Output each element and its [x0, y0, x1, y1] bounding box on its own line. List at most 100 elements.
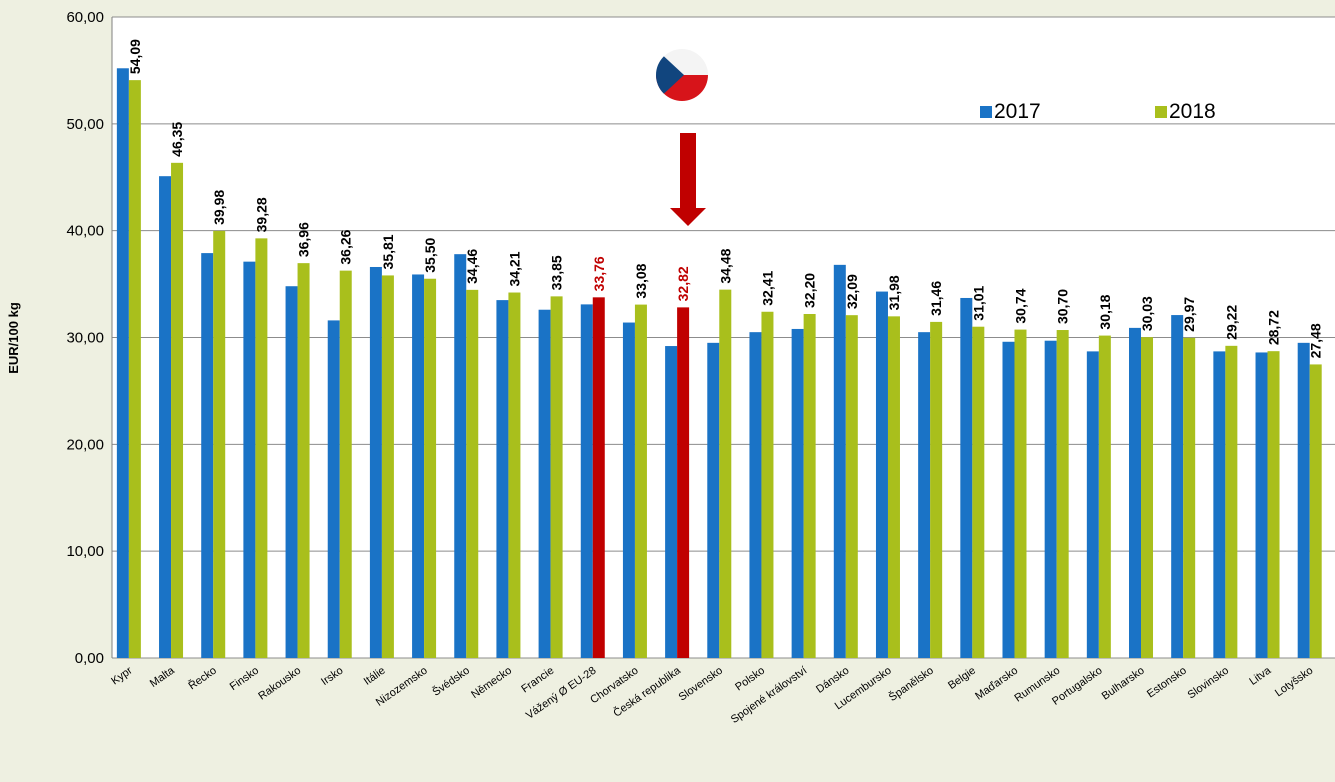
bar	[297, 263, 310, 658]
value-label: 36,96	[296, 222, 312, 257]
bar	[1129, 327, 1142, 658]
x-tick-label: Finsko	[228, 665, 261, 693]
y-tick-label: 0,00	[75, 650, 104, 667]
x-tick-label: Belgie	[946, 665, 978, 692]
bar	[128, 80, 141, 659]
value-label: 31,01	[970, 285, 986, 320]
arrow	[670, 133, 706, 226]
bar	[972, 326, 985, 658]
bar	[677, 307, 690, 658]
bar	[918, 332, 931, 658]
bar	[1171, 315, 1184, 658]
x-tick-label: Itálie	[362, 665, 388, 688]
value-label: 30,70	[1055, 289, 1071, 324]
x-tick-label: Švédsko	[430, 664, 472, 699]
y-axis-label: EUR/100 kg	[6, 302, 21, 374]
bar	[665, 346, 678, 658]
bar	[622, 322, 635, 658]
x-tick-label: Řecko	[186, 664, 219, 693]
bar	[171, 162, 184, 658]
bar	[1044, 340, 1057, 658]
y-tick-label: 40,00	[66, 223, 104, 240]
bar	[339, 270, 352, 658]
legend-swatch	[980, 106, 992, 118]
bar	[833, 264, 846, 658]
bar	[412, 274, 425, 658]
bar	[707, 342, 720, 658]
bar	[255, 238, 268, 658]
bar	[749, 332, 762, 658]
y-tick-label: 10,00	[66, 543, 104, 560]
x-tick-label: Španělsko	[886, 664, 936, 704]
value-label: 30,03	[1139, 296, 1155, 331]
value-label: 32,09	[844, 274, 860, 309]
x-tick-label: Spojené království	[729, 665, 810, 726]
bar	[1141, 337, 1154, 658]
value-label: 34,48	[717, 248, 733, 283]
bar	[327, 320, 340, 658]
bar	[803, 313, 816, 658]
value-label: 36,26	[338, 229, 354, 264]
bar	[1297, 342, 1310, 658]
y-tick-label: 50,00	[66, 116, 104, 133]
x-tick-label: Rakousko	[256, 665, 303, 703]
value-label: 34,21	[506, 251, 522, 286]
bar	[201, 253, 214, 658]
bar	[634, 304, 647, 658]
bar	[930, 321, 943, 658]
bar	[1213, 351, 1226, 658]
bar	[213, 230, 226, 658]
value-label: 30,74	[1012, 288, 1028, 323]
x-tick-label: Polsko	[733, 665, 767, 694]
bar	[1183, 337, 1196, 658]
x-tick-label: Malta	[148, 664, 178, 690]
value-label: 39,28	[253, 197, 269, 232]
value-label: 35,81	[380, 234, 396, 269]
bar	[875, 291, 888, 658]
value-label: 35,50	[422, 237, 438, 272]
bar	[508, 292, 521, 658]
bar	[1014, 329, 1027, 658]
x-tick-label: Francie	[519, 665, 556, 696]
x-tick-label: Lotyšsko	[1273, 665, 1315, 700]
x-tick-label: Estonsko	[1145, 665, 1189, 701]
x-tick-label: Litva	[1247, 664, 1274, 688]
value-label: 27,48	[1308, 323, 1324, 358]
bar	[1255, 352, 1268, 658]
bar	[538, 309, 551, 658]
y-tick-label: 30,00	[66, 330, 104, 347]
bar	[159, 176, 172, 658]
value-label: 29,97	[1181, 297, 1197, 332]
bar	[1267, 351, 1280, 658]
legend-swatch	[1155, 106, 1167, 118]
x-tick-label: Bulharsko	[1100, 665, 1147, 703]
bar	[369, 266, 382, 658]
bar	[1056, 330, 1069, 658]
bar	[592, 297, 605, 658]
x-tick-label: Irsko	[319, 665, 345, 689]
value-label: 46,35	[169, 122, 185, 157]
value-label: 33,85	[549, 255, 565, 290]
x-tick-label: Vážený Ø EU-28	[524, 665, 599, 722]
x-tick-label: Dánsko	[814, 665, 851, 696]
x-tick-label: Slovinsko	[1186, 665, 1231, 702]
bar	[466, 289, 479, 658]
value-label: 32,41	[759, 271, 775, 306]
value-label: 33,76	[591, 256, 607, 291]
legend-label: 2018	[1169, 100, 1216, 123]
bar	[1086, 351, 1099, 658]
bar	[1002, 341, 1015, 658]
bar	[580, 304, 593, 658]
bar	[719, 289, 732, 658]
x-tick-label: Česká republika	[611, 663, 684, 719]
bar	[845, 315, 858, 658]
bar	[424, 278, 437, 658]
value-label: 30,18	[1097, 294, 1113, 329]
value-label: 34,46	[464, 249, 480, 284]
y-tick-label: 20,00	[66, 436, 104, 453]
legend-label: 2017	[994, 100, 1041, 123]
bar	[887, 316, 900, 658]
value-label: 33,08	[633, 263, 649, 298]
x-tick-label: Kypr	[109, 664, 135, 687]
